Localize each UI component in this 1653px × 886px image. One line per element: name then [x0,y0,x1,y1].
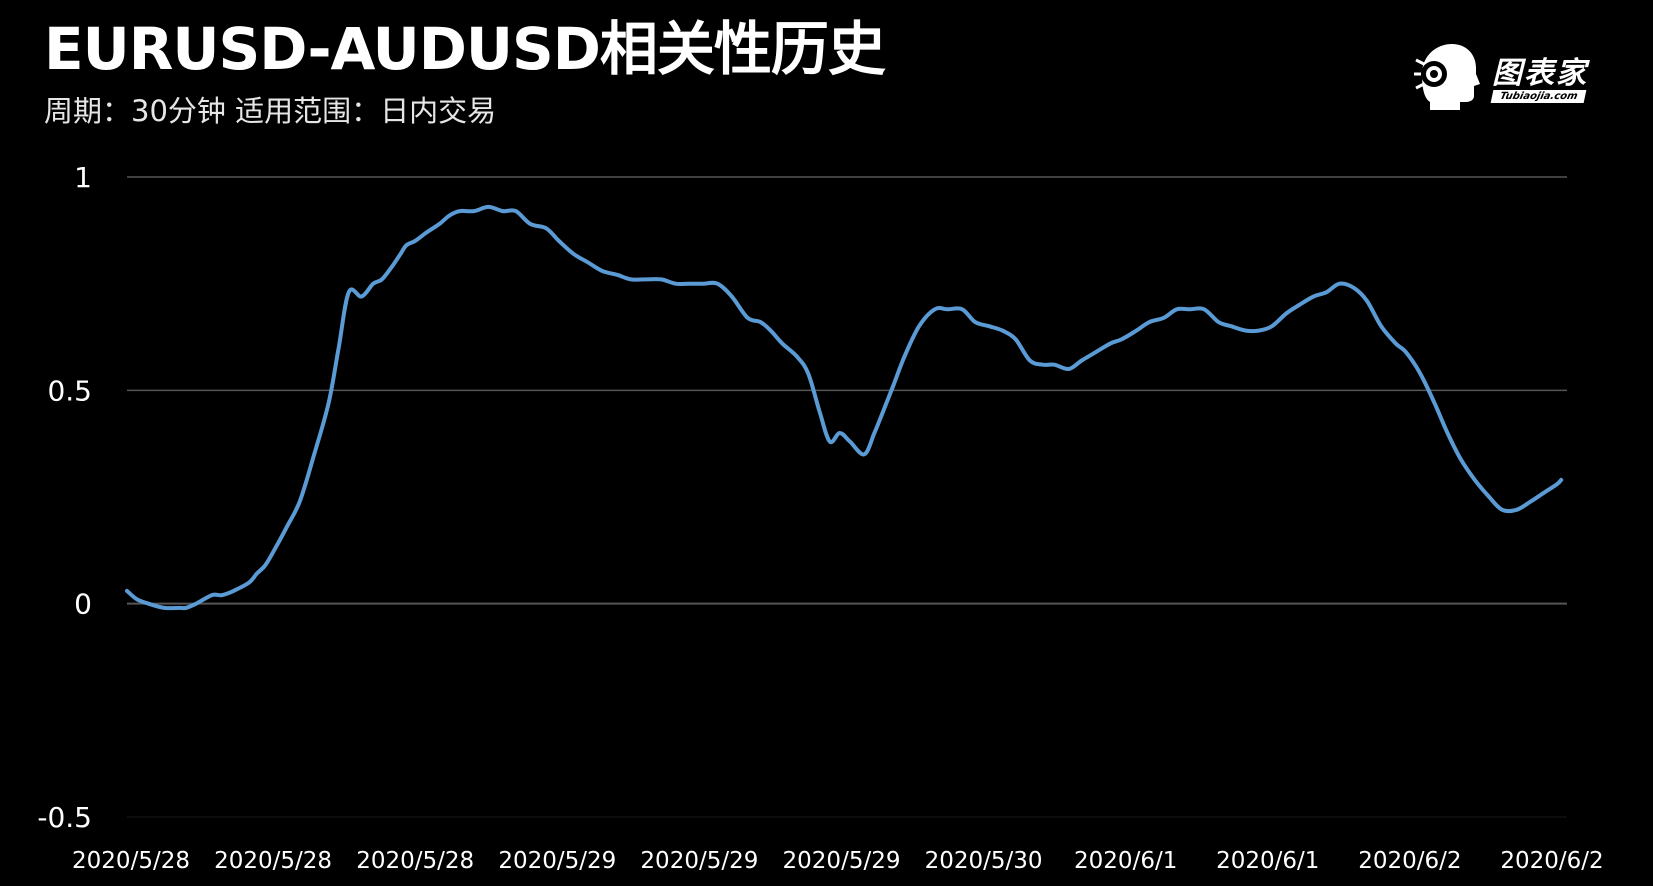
y-tick-label: 0.5 [47,374,92,407]
y-tick-label: -0.5 [37,801,92,834]
x-tick-label: 2020/5/30 [925,848,1043,874]
x-tick-label: 2020/6/2 [1358,848,1461,874]
x-tick-label: 2020/5/28 [72,848,190,874]
x-tick-label: 2020/5/29 [498,848,616,874]
x-tick-label: 2020/5/29 [640,848,758,874]
x-tick-label: 2020/6/1 [1074,848,1177,874]
y-axis-ticks: 1 0.5 0 -0.5 [37,161,92,834]
x-tick-label: 2020/6/1 [1216,848,1319,874]
x-tick-label: 2020/5/28 [214,848,332,874]
brand-logo: 图表家 Tubiaojia.com [1410,40,1615,112]
y-tick-label: 1 [74,161,92,194]
y-tick-label: 0 [74,588,92,621]
chart-subtitle: 周期：30分钟 适用范围：日内交易 [44,94,497,128]
series-line [125,204,1564,611]
x-tick-label: 2020/6/2 [1500,848,1603,874]
brand-name: 图表家 [1492,56,1588,91]
robot-head-icon [1414,44,1480,110]
series-layer [125,204,1564,611]
grid-lines [127,176,1567,818]
x-axis-ticks: 2020/5/28 2020/5/28 2020/5/28 2020/5/29 2020… [72,848,1604,874]
x-tick-label: 2020/5/29 [783,848,901,874]
x-tick-label: 2020/5/28 [356,848,474,874]
chart-title: EURUSD-AUDUSD相关性历史 [44,15,886,83]
